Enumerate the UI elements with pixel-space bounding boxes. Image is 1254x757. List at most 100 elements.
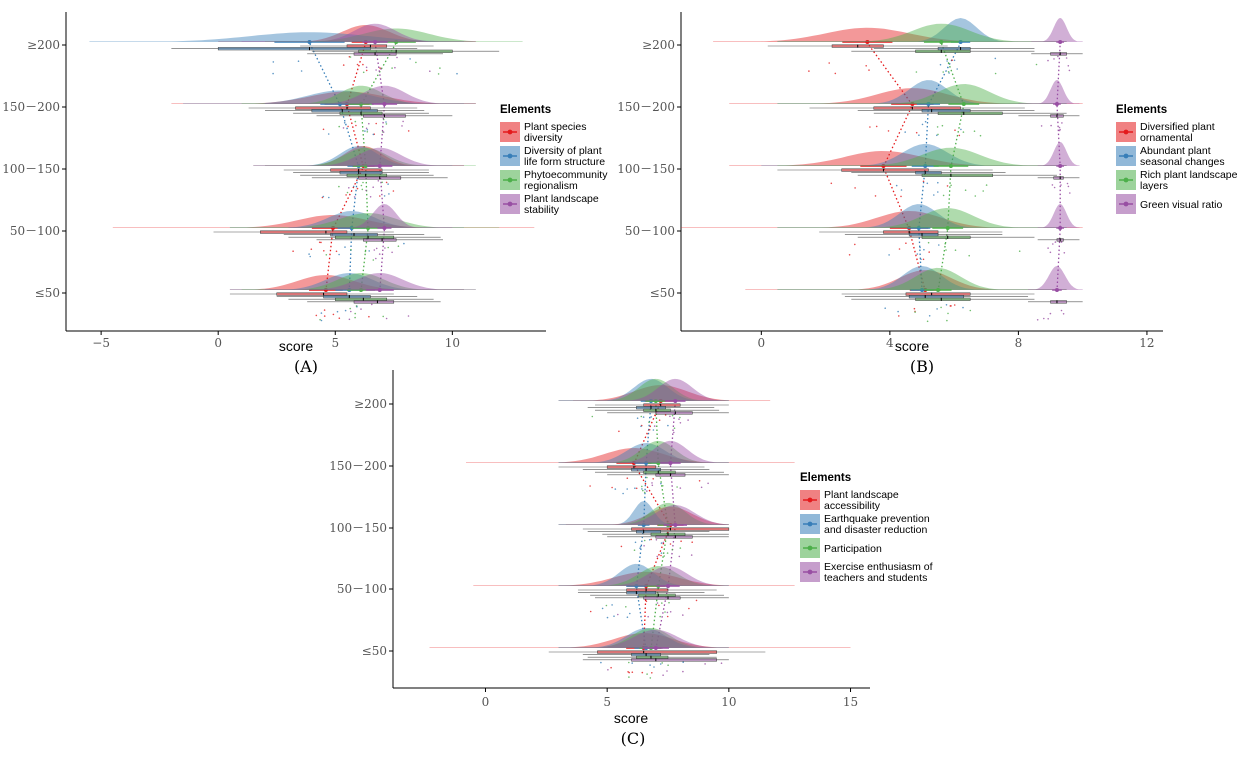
raw-point [1053,186,1056,189]
raw-point [372,186,375,188]
mean-point [359,288,364,292]
box [905,292,971,296]
density-cloud [429,633,851,648]
density-cloud [777,147,1067,166]
mean-point [653,399,658,403]
raw-point [650,538,652,541]
raw-point [884,307,886,310]
raw-point [391,251,393,254]
raw-point [332,313,335,316]
mean-point [668,461,673,465]
raw-point [601,607,604,610]
raw-point [942,194,945,197]
y-tick-label: ≥200 [27,38,60,52]
mean-point [323,288,328,292]
density-cloud [558,628,729,648]
raw-point [682,614,684,616]
raw-point [625,606,627,608]
raw-point [1051,184,1054,186]
raw-point [407,130,410,132]
raw-point [628,661,630,664]
raw-point [914,311,916,313]
legend-item: Exercise enthusiasm of teachers and stude… [800,561,933,584]
raw-point [982,190,984,192]
raw-point [962,131,965,133]
box [606,465,657,469]
raw-point [679,422,682,424]
raw-point [642,489,644,492]
raw-point [868,69,870,71]
raw-point [611,486,613,489]
raw-point [1067,185,1070,188]
mean-point [656,461,661,465]
legend-swatch-dot [507,201,513,207]
raw-point [1060,241,1063,243]
raw-point [391,67,393,69]
box [631,527,730,531]
mean-point [359,102,364,106]
raw-point [673,431,675,434]
raw-point [626,616,629,618]
raw-point [924,120,927,123]
box [330,168,383,172]
mean-point [1058,40,1063,44]
raw-point [652,478,654,480]
box [1050,52,1067,56]
raw-point [916,253,919,255]
legend-item: Rich plant landscape layers [1116,169,1238,192]
raw-point [636,417,639,420]
raw-point [973,130,976,132]
raw-point [342,64,345,66]
y-tick-label: ≥200 [354,397,387,411]
mean-point [373,40,378,44]
raw-point [378,253,381,255]
raw-point [679,416,681,419]
raw-point [394,66,396,69]
raw-point [690,554,693,556]
density-cloud [777,23,1067,42]
raw-point [409,58,411,60]
density-cloud [473,571,795,586]
legend-label: Diversity of plant life form structure [524,145,605,168]
density-cloud [241,23,476,42]
raw-point [669,543,672,545]
raw-point [687,419,689,421]
raw-point [921,123,924,126]
raw-point [634,541,637,544]
legend-label: Earthquake prevention and disaster reduct… [824,513,930,536]
raw-point [1057,55,1059,58]
raw-point [669,611,672,613]
density-cloud [171,91,476,104]
raw-point [994,57,997,60]
x-tick-label: 0 [758,336,766,350]
raw-point [362,181,364,184]
raw-point [375,247,378,250]
box [636,530,661,534]
y-tick-label: 50－100 [337,582,387,596]
legend-swatch-dot [807,569,813,575]
raw-point [1047,59,1049,62]
raw-point [1047,247,1049,249]
raw-point [937,191,939,193]
raw-point [673,427,676,430]
raw-point [946,60,948,62]
raw-point [1062,313,1065,315]
raw-point [1060,184,1062,186]
raw-point [865,65,867,67]
legend-swatch-dot [1123,177,1129,183]
box [358,49,453,53]
raw-point [631,671,634,673]
density-cloud [558,378,729,401]
density-cloud [265,85,476,104]
raw-point [662,485,664,487]
raw-point [700,486,703,489]
raw-point [669,415,671,418]
mean-point [631,461,636,465]
raw-point [979,134,982,137]
raw-point [356,63,359,66]
mean-point [1054,288,1059,292]
legend-label: Rich plant landscape layers [1140,169,1238,192]
density-cloud [573,385,771,401]
raw-point [366,129,369,131]
